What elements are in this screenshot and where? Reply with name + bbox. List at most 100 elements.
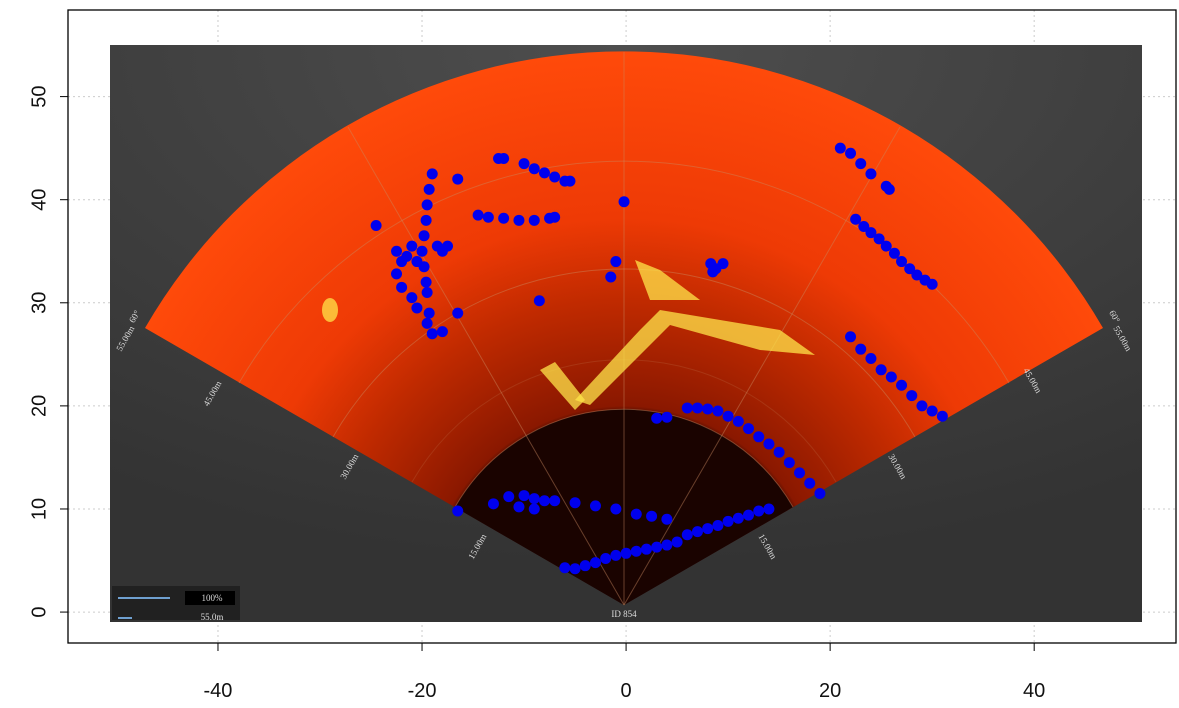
point <box>610 550 621 561</box>
point <box>417 246 428 257</box>
point <box>419 230 430 241</box>
point <box>619 196 630 207</box>
point <box>661 514 672 525</box>
y-tick-label: 50 <box>28 85 50 107</box>
point <box>733 513 744 524</box>
point <box>452 506 463 517</box>
point <box>692 402 703 413</box>
point <box>743 510 754 521</box>
point <box>564 176 575 187</box>
point <box>733 416 744 427</box>
point <box>835 143 846 154</box>
x-tick-label: -20 <box>408 680 437 702</box>
point <box>411 302 422 313</box>
point <box>605 272 616 283</box>
point <box>391 246 402 257</box>
point <box>916 400 927 411</box>
point <box>421 277 432 288</box>
sonar-label: 55.0m <box>201 612 224 622</box>
point <box>641 544 652 555</box>
point <box>549 212 560 223</box>
point <box>702 523 713 534</box>
point <box>570 497 581 508</box>
point <box>886 372 897 383</box>
point <box>529 163 540 174</box>
point <box>539 495 550 506</box>
point <box>804 478 815 489</box>
point <box>884 184 895 195</box>
point <box>753 431 764 442</box>
point <box>406 241 417 252</box>
point <box>661 412 672 423</box>
point <box>473 210 484 221</box>
point <box>529 215 540 226</box>
point <box>876 364 887 375</box>
point <box>519 158 530 169</box>
page: 60°55.00m45.00m30.00m15.00m60°55.00m45.0… <box>0 0 1179 708</box>
point <box>784 457 795 468</box>
point <box>845 331 856 342</box>
point <box>682 529 693 540</box>
point <box>529 503 540 514</box>
point <box>743 423 754 434</box>
point <box>442 241 453 252</box>
point <box>422 199 433 210</box>
chart: 60°55.00m45.00m30.00m15.00m60°55.00m45.0… <box>0 0 1179 708</box>
point <box>424 184 435 195</box>
point <box>621 548 632 559</box>
point <box>406 292 417 303</box>
point <box>707 266 718 277</box>
point <box>590 500 601 511</box>
point <box>712 520 723 531</box>
sonar-label: 100% <box>202 593 224 603</box>
point <box>845 148 856 159</box>
point <box>570 563 581 574</box>
point <box>702 403 713 414</box>
y-tick-label: 40 <box>28 189 50 211</box>
x-tick-label: 20 <box>819 680 841 702</box>
point <box>424 308 435 319</box>
point <box>396 256 407 267</box>
point <box>427 328 438 339</box>
point <box>498 153 509 164</box>
point <box>631 509 642 520</box>
point <box>498 213 509 224</box>
point <box>610 503 621 514</box>
point <box>422 318 433 329</box>
point <box>411 256 422 267</box>
point <box>763 439 774 450</box>
point <box>774 447 785 458</box>
point <box>503 491 514 502</box>
point <box>396 282 407 293</box>
point <box>559 562 570 573</box>
point <box>590 557 601 568</box>
point <box>549 495 560 506</box>
point <box>549 172 560 183</box>
point <box>794 467 805 478</box>
y-tick-label: 0 <box>28 607 50 618</box>
point <box>865 168 876 179</box>
point <box>580 560 591 571</box>
y-tick-label: 30 <box>28 292 50 314</box>
point <box>483 212 494 223</box>
point <box>488 498 499 509</box>
point <box>672 536 683 547</box>
point <box>855 158 866 169</box>
sonar-label: ID 854 <box>611 609 637 619</box>
point <box>682 402 693 413</box>
point <box>539 167 550 178</box>
point <box>452 174 463 185</box>
sonar-image: 60°55.00m45.00m30.00m15.00m60°55.00m45.0… <box>110 45 1142 622</box>
point <box>927 279 938 290</box>
point <box>427 168 438 179</box>
point <box>646 511 657 522</box>
point <box>865 353 876 364</box>
point <box>610 256 621 267</box>
point <box>661 540 672 551</box>
point <box>651 413 662 424</box>
point <box>371 220 382 231</box>
point <box>651 542 662 553</box>
point <box>855 344 866 355</box>
point <box>906 390 917 401</box>
point <box>753 506 764 517</box>
